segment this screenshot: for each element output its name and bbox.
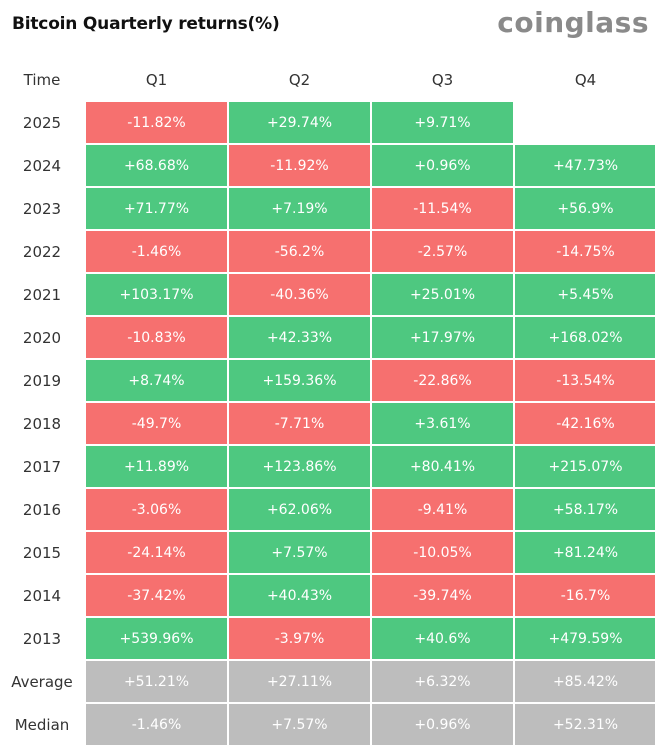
return-cell: +8.74% <box>86 360 227 401</box>
return-cell: -37.42% <box>86 575 227 616</box>
return-cell: +11.89% <box>86 446 227 487</box>
return-cell: +479.59% <box>515 618 655 659</box>
chart-title: Bitcoin Quarterly returns(%) <box>12 14 280 34</box>
return-cell: +42.33% <box>229 317 370 358</box>
return-cell: +215.07% <box>515 446 655 487</box>
return-cell: +539.96% <box>86 618 227 659</box>
return-cell: -40.36% <box>229 274 370 315</box>
row-label-median: Median <box>14 715 70 734</box>
return-cell: -11.82% <box>86 102 227 143</box>
return-cell: +29.74% <box>229 102 370 143</box>
return-cell: -14.75% <box>515 231 655 272</box>
row-label-2023: 2023 <box>22 199 62 218</box>
return-cell: +68.68% <box>86 145 227 186</box>
return-cell: -56.2% <box>229 231 370 272</box>
return-cell: -3.97% <box>229 618 370 659</box>
returns-table: Time Q1 Q2 Q3 Q4 2025 -11.82% +29.74% +9.71% 2024… <box>0 58 655 746</box>
return-cell: +81.24% <box>515 532 655 573</box>
return-cell: -39.74% <box>372 575 513 616</box>
return-cell: -24.14% <box>86 532 227 573</box>
return-cell: +71.77% <box>86 188 227 229</box>
row-label-2022: 2022 <box>22 242 62 261</box>
return-cell: +159.36% <box>229 360 370 401</box>
return-cell: -16.7% <box>515 575 655 616</box>
row-label-2025: 2025 <box>22 113 62 132</box>
row-label-average: Average <box>11 672 73 691</box>
return-cell: -11.92% <box>229 145 370 186</box>
return-cell: +80.41% <box>372 446 513 487</box>
return-cell: +7.19% <box>229 188 370 229</box>
return-cell: +25.01% <box>372 274 513 315</box>
return-cell: -13.54% <box>515 360 655 401</box>
row-label-2020: 2020 <box>22 328 62 347</box>
return-cell: +58.17% <box>515 489 655 530</box>
return-cell: -1.46% <box>86 231 227 272</box>
return-cell: -49.7% <box>86 403 227 444</box>
return-cell: +47.73% <box>515 145 655 186</box>
return-cell: +40.43% <box>229 575 370 616</box>
summary-cell: +51.21% <box>86 661 227 702</box>
brand-logo: coinglass <box>497 6 649 39</box>
column-header-time: Time <box>23 70 61 89</box>
return-cell: -11.54% <box>372 188 513 229</box>
row-label-2019: 2019 <box>22 371 62 390</box>
column-header-q4: Q4 <box>574 70 597 89</box>
summary-cell: +6.32% <box>372 661 513 702</box>
summary-cell: +7.57% <box>229 704 370 745</box>
return-cell: -42.16% <box>515 403 655 444</box>
row-label-2018: 2018 <box>22 414 62 433</box>
return-cell: +62.06% <box>229 489 370 530</box>
column-header-q3: Q3 <box>431 70 454 89</box>
return-cell: +17.97% <box>372 317 513 358</box>
return-cell: -2.57% <box>372 231 513 272</box>
return-cell: +0.96% <box>372 145 513 186</box>
summary-cell: +27.11% <box>229 661 370 702</box>
row-label-2014: 2014 <box>22 586 62 605</box>
return-cell: +168.02% <box>515 317 655 358</box>
return-cell: +123.86% <box>229 446 370 487</box>
return-cell: +40.6% <box>372 618 513 659</box>
return-cell: -7.71% <box>229 403 370 444</box>
row-label-2015: 2015 <box>22 543 62 562</box>
return-cell: -22.86% <box>372 360 513 401</box>
return-cell: +56.9% <box>515 188 655 229</box>
return-cell: +9.71% <box>372 102 513 143</box>
return-cell: -3.06% <box>86 489 227 530</box>
column-header-q2: Q2 <box>288 70 311 89</box>
return-cell: +103.17% <box>86 274 227 315</box>
summary-cell: -1.46% <box>86 704 227 745</box>
column-header-q1: Q1 <box>145 70 168 89</box>
summary-cell: +52.31% <box>515 704 655 745</box>
row-label-2017: 2017 <box>22 457 62 476</box>
summary-cell: +0.96% <box>372 704 513 745</box>
return-cell: -10.05% <box>372 532 513 573</box>
return-cell: -9.41% <box>372 489 513 530</box>
row-label-2021: 2021 <box>22 285 62 304</box>
row-label-2024: 2024 <box>22 156 62 175</box>
row-label-2016: 2016 <box>22 500 62 519</box>
return-cell: +7.57% <box>229 532 370 573</box>
return-cell: +5.45% <box>515 274 655 315</box>
row-label-2013: 2013 <box>22 629 62 648</box>
summary-cell: +85.42% <box>515 661 655 702</box>
return-cell: -10.83% <box>86 317 227 358</box>
return-cell: +3.61% <box>372 403 513 444</box>
return-cell <box>515 102 655 143</box>
